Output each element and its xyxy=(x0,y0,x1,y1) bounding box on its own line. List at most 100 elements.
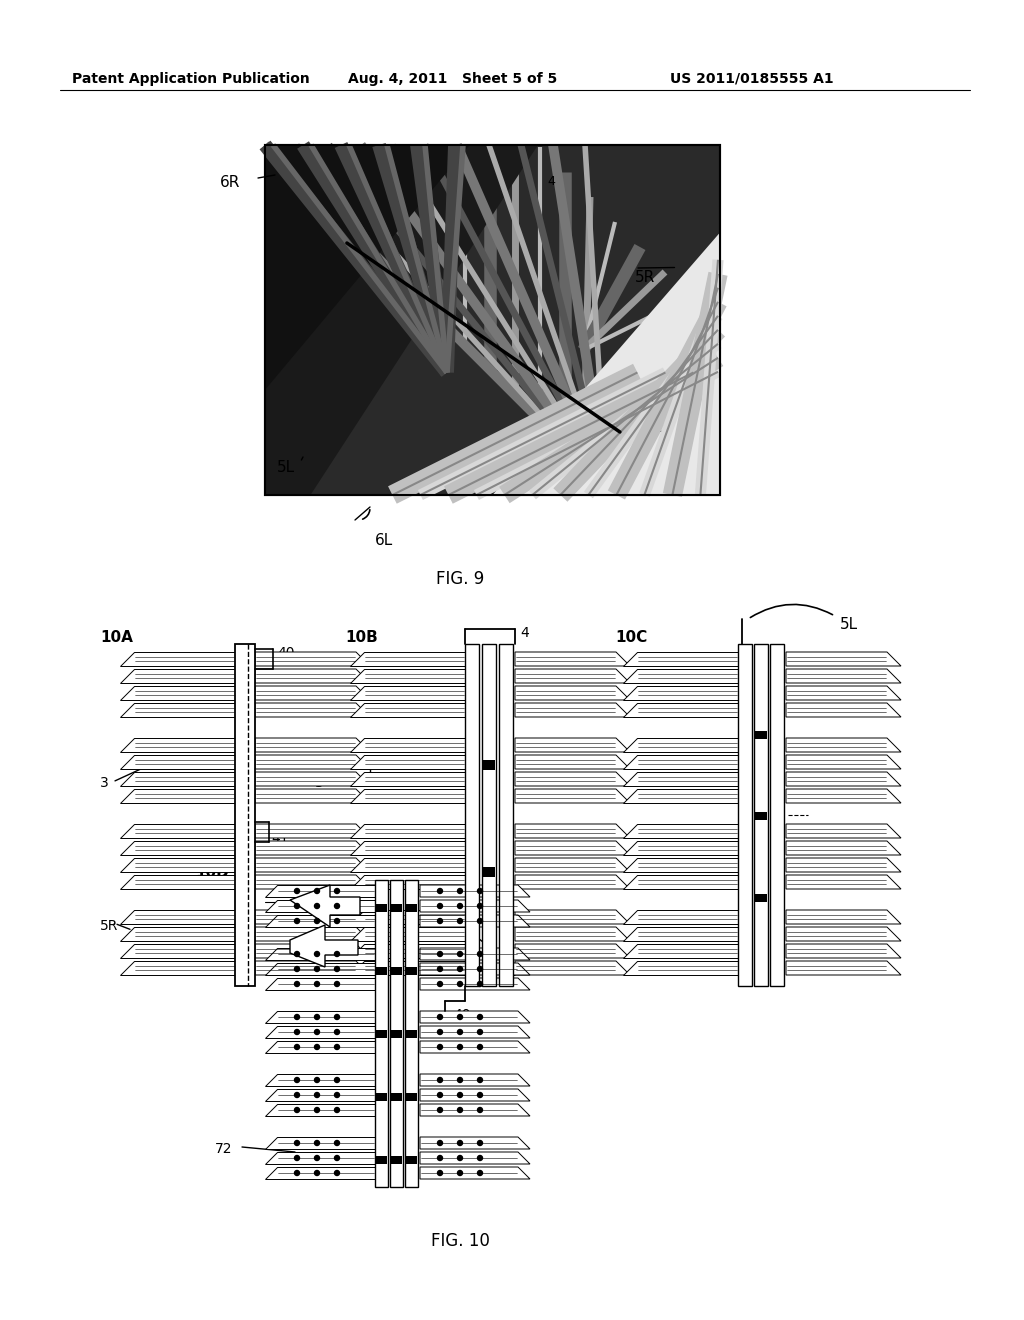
Circle shape xyxy=(335,952,340,957)
Circle shape xyxy=(458,903,463,908)
Polygon shape xyxy=(120,704,234,717)
Polygon shape xyxy=(350,789,465,803)
Text: 52: 52 xyxy=(234,898,253,911)
Polygon shape xyxy=(786,704,901,717)
Circle shape xyxy=(458,888,463,894)
Circle shape xyxy=(477,1171,482,1176)
Circle shape xyxy=(335,1077,340,1082)
Bar xyxy=(391,903,402,912)
Text: 10A: 10A xyxy=(100,630,133,645)
Text: 40: 40 xyxy=(278,645,295,660)
Polygon shape xyxy=(350,738,465,752)
Polygon shape xyxy=(379,232,720,495)
Text: 10C: 10C xyxy=(615,630,647,645)
Bar xyxy=(265,145,720,495)
Polygon shape xyxy=(350,961,465,975)
Polygon shape xyxy=(420,1074,530,1086)
Text: 5L: 5L xyxy=(840,616,858,632)
Polygon shape xyxy=(120,686,234,700)
Circle shape xyxy=(335,919,340,924)
Polygon shape xyxy=(350,772,465,785)
Polygon shape xyxy=(786,789,901,803)
Polygon shape xyxy=(120,909,234,924)
Circle shape xyxy=(437,1107,442,1113)
Polygon shape xyxy=(786,858,901,873)
Circle shape xyxy=(335,1107,340,1113)
Polygon shape xyxy=(255,927,370,941)
Circle shape xyxy=(477,1077,482,1082)
Circle shape xyxy=(437,1015,442,1019)
Circle shape xyxy=(477,1140,482,1146)
Polygon shape xyxy=(623,858,738,873)
Polygon shape xyxy=(515,875,630,888)
Polygon shape xyxy=(375,880,388,1187)
Polygon shape xyxy=(290,884,360,927)
Circle shape xyxy=(295,1171,299,1176)
Circle shape xyxy=(314,1171,319,1176)
Circle shape xyxy=(295,919,299,924)
Polygon shape xyxy=(255,961,370,975)
Polygon shape xyxy=(120,652,234,667)
Polygon shape xyxy=(255,686,370,700)
Bar xyxy=(483,867,495,878)
Circle shape xyxy=(458,919,463,924)
Polygon shape xyxy=(515,944,630,958)
Polygon shape xyxy=(350,824,465,838)
Circle shape xyxy=(314,1077,319,1082)
Circle shape xyxy=(437,919,442,924)
Polygon shape xyxy=(515,824,630,838)
Polygon shape xyxy=(786,944,901,958)
Polygon shape xyxy=(350,875,465,888)
Polygon shape xyxy=(350,944,465,958)
Polygon shape xyxy=(786,669,901,682)
Text: 10B: 10B xyxy=(345,630,378,645)
Circle shape xyxy=(314,1030,319,1035)
Circle shape xyxy=(314,888,319,894)
Bar xyxy=(755,894,767,902)
Circle shape xyxy=(295,903,299,908)
Polygon shape xyxy=(350,755,465,770)
Polygon shape xyxy=(515,652,630,667)
Polygon shape xyxy=(420,964,530,975)
Circle shape xyxy=(314,1044,319,1049)
Circle shape xyxy=(477,952,482,957)
Polygon shape xyxy=(265,978,375,990)
Polygon shape xyxy=(265,1074,375,1086)
Circle shape xyxy=(437,888,442,894)
Circle shape xyxy=(477,888,482,894)
Circle shape xyxy=(314,919,319,924)
Bar xyxy=(376,1093,387,1101)
Circle shape xyxy=(295,966,299,972)
Polygon shape xyxy=(255,652,370,667)
Bar xyxy=(376,1155,387,1163)
Circle shape xyxy=(335,1155,340,1160)
Circle shape xyxy=(458,982,463,986)
Circle shape xyxy=(437,1093,442,1097)
Polygon shape xyxy=(255,704,370,717)
Polygon shape xyxy=(265,1041,375,1053)
Circle shape xyxy=(458,1155,463,1160)
Circle shape xyxy=(335,1093,340,1097)
Polygon shape xyxy=(120,875,234,888)
Circle shape xyxy=(295,982,299,986)
Circle shape xyxy=(335,966,340,972)
Circle shape xyxy=(314,966,319,972)
Text: 71: 71 xyxy=(500,965,517,979)
Bar xyxy=(755,812,767,820)
Circle shape xyxy=(477,982,482,986)
Polygon shape xyxy=(515,755,630,770)
Polygon shape xyxy=(786,875,901,888)
Bar xyxy=(406,966,417,974)
Polygon shape xyxy=(265,1167,375,1179)
Circle shape xyxy=(477,1044,482,1049)
Text: 4: 4 xyxy=(547,176,555,187)
Bar xyxy=(755,730,767,738)
Polygon shape xyxy=(390,880,403,1187)
Polygon shape xyxy=(623,961,738,975)
Polygon shape xyxy=(623,772,738,785)
Circle shape xyxy=(314,982,319,986)
Circle shape xyxy=(458,1015,463,1019)
Polygon shape xyxy=(265,1011,375,1023)
Circle shape xyxy=(295,1015,299,1019)
Polygon shape xyxy=(623,875,738,888)
